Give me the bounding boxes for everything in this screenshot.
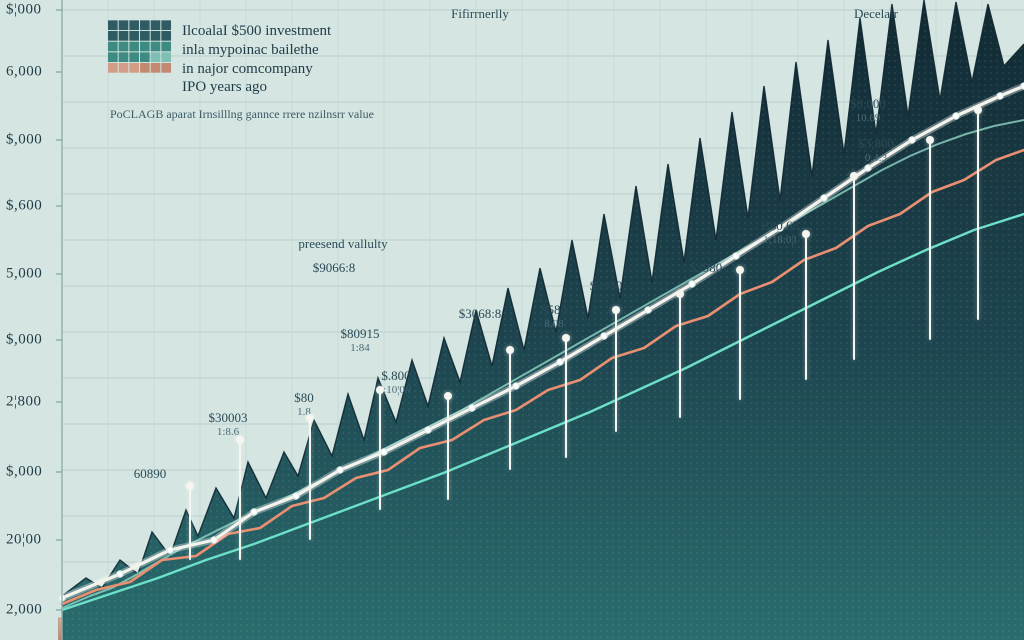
legend-text: IlcoalaI $500 investmentinla mypoinac ba… <box>182 20 331 97</box>
top-label: Fifirrnerlly <box>451 6 509 22</box>
legend-line: IlcoalaI $500 investment <box>182 22 331 41</box>
value-annotation: 60890 <box>134 466 167 482</box>
marker-stick <box>309 418 311 540</box>
y-tick-label: $¦000 <box>6 2 42 19</box>
legend-swatch <box>108 20 172 74</box>
marker-stick <box>509 350 511 470</box>
value-annotation: $.800¦:10¦0// <box>381 368 411 397</box>
y-tick-label: $,000 <box>6 464 42 481</box>
marker-stick <box>739 270 741 400</box>
marker-stick <box>977 110 979 320</box>
top-label: Decelalr <box>854 6 898 22</box>
y-tick-label: $,000 <box>6 132 42 149</box>
marker-stick <box>853 176 855 360</box>
marker-stick <box>565 338 567 458</box>
y-tick-label: 5,000 <box>6 266 42 283</box>
marker-stick <box>189 486 191 560</box>
y-tick-label: 2¦800 <box>6 394 42 411</box>
value-annotation: $3068:8 <box>459 306 502 322</box>
marker-stick <box>379 390 381 510</box>
y-tick-label: 6,000 <box>6 64 42 81</box>
y-tick-label: $,600 <box>6 198 42 215</box>
marker-stick <box>615 310 617 432</box>
investment-growth-chart: IlcoalaI $500 investmentinla mypoinac ba… <box>0 0 1024 640</box>
value-annotation: $3;8000,4:3 <box>858 136 894 165</box>
value-annotation: $3980 <box>590 278 623 294</box>
value-annotation: $9066:8 <box>313 260 356 276</box>
legend-line: IPO years ago <box>182 78 331 97</box>
value-annotation: $8.00010.69 <box>850 96 886 125</box>
legend-line: in najor comcompany <box>182 60 331 79</box>
value-annotation: $5808.08 <box>541 302 567 331</box>
value-annotation: $300031:8.6 <box>209 410 248 439</box>
y-tick-label: 2,000 <box>6 602 42 619</box>
marker-stick <box>679 294 681 418</box>
value-annotation: B80.681;18:0¦l <box>761 218 799 247</box>
legend: IlcoalaI $500 investmentinla mypoinac ba… <box>108 20 408 122</box>
value-annotation: $809151:84 <box>341 326 380 355</box>
legend-line: inla mypoinac bailethe <box>182 41 331 60</box>
marker-stick <box>239 440 241 560</box>
legend-subtitle: PoCLAGB aparat Irnsilllng gannce rrere n… <box>110 107 408 122</box>
marker-stick <box>929 140 931 340</box>
marker-stick <box>447 396 449 500</box>
marker-stick <box>805 234 807 380</box>
value-annotation: $3980 <box>690 260 723 276</box>
value-annotation: preesend vallulty <box>298 236 387 252</box>
y-tick-label: 20¦00 <box>6 532 42 549</box>
y-tick-label: $,000 <box>6 332 42 349</box>
